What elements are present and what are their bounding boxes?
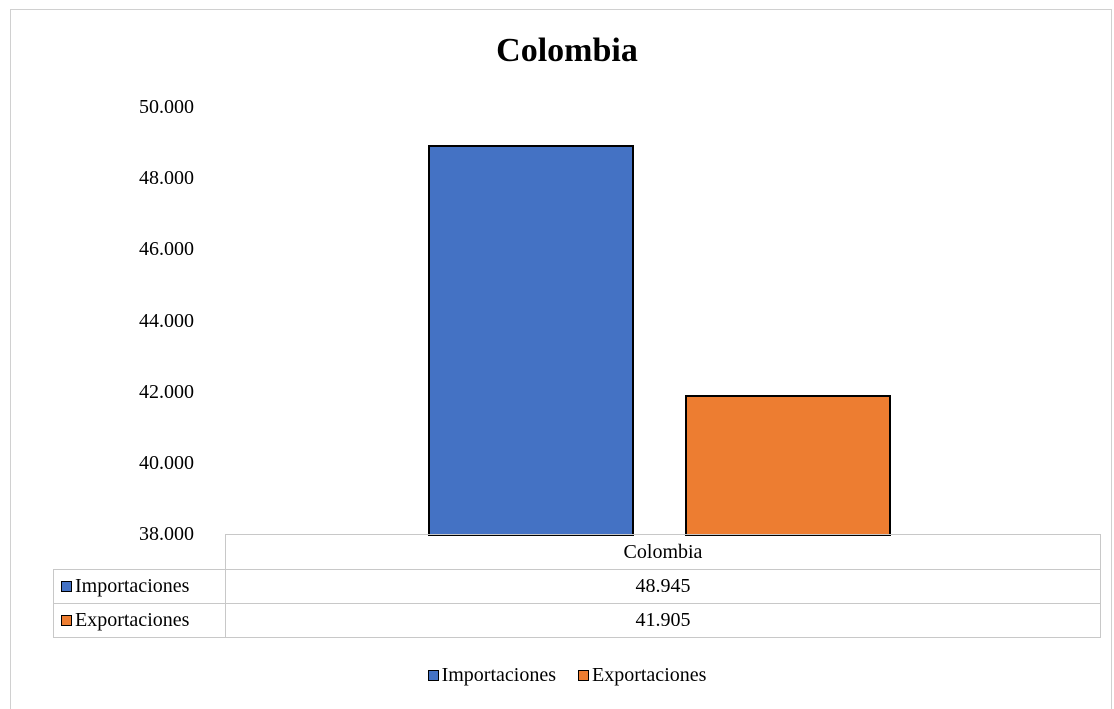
legend: Importaciones Exportaciones bbox=[0, 664, 1114, 687]
table-cell-exportaciones: 41.905 bbox=[225, 603, 1101, 638]
legend-item-exportaciones: Exportaciones bbox=[578, 664, 706, 687]
y-tick-label: 40.000 bbox=[139, 451, 194, 474]
importaciones-swatch bbox=[61, 581, 72, 592]
table-row-label-exportaciones: Exportaciones bbox=[53, 603, 226, 638]
table-row-label-importaciones: Importaciones bbox=[53, 569, 226, 604]
category-label: Colombia bbox=[623, 540, 703, 563]
legend-label: Importaciones bbox=[441, 664, 556, 686]
chart-title: Colombia bbox=[496, 32, 638, 69]
series-label: Importaciones bbox=[75, 575, 190, 597]
legend-item-importaciones: Importaciones bbox=[427, 664, 556, 687]
y-tick-label: 38.000 bbox=[139, 523, 194, 545]
table-cell-importaciones: 48.945 bbox=[225, 569, 1101, 604]
bar-exportaciones bbox=[685, 395, 891, 536]
table-header-category: Colombia bbox=[225, 534, 1101, 570]
y-tick-label: 46.000 bbox=[139, 238, 194, 261]
value-label: 41.905 bbox=[635, 609, 691, 631]
y-tick-label: 44.000 bbox=[139, 309, 194, 332]
legend-swatch-exportaciones bbox=[578, 670, 589, 681]
y-tick-label: 50.000 bbox=[139, 96, 194, 118]
value-label: 48.945 bbox=[635, 575, 691, 597]
chart-area bbox=[10, 9, 1112, 709]
legend-label: Exportaciones bbox=[592, 664, 707, 686]
series-label: Exportaciones bbox=[75, 609, 190, 631]
y-tick-label: 48.000 bbox=[139, 167, 194, 190]
y-tick-label: 42.000 bbox=[139, 380, 194, 403]
legend-swatch-importaciones bbox=[427, 670, 439, 681]
bar-importaciones bbox=[428, 144, 634, 536]
exportaciones-swatch bbox=[61, 615, 72, 626]
